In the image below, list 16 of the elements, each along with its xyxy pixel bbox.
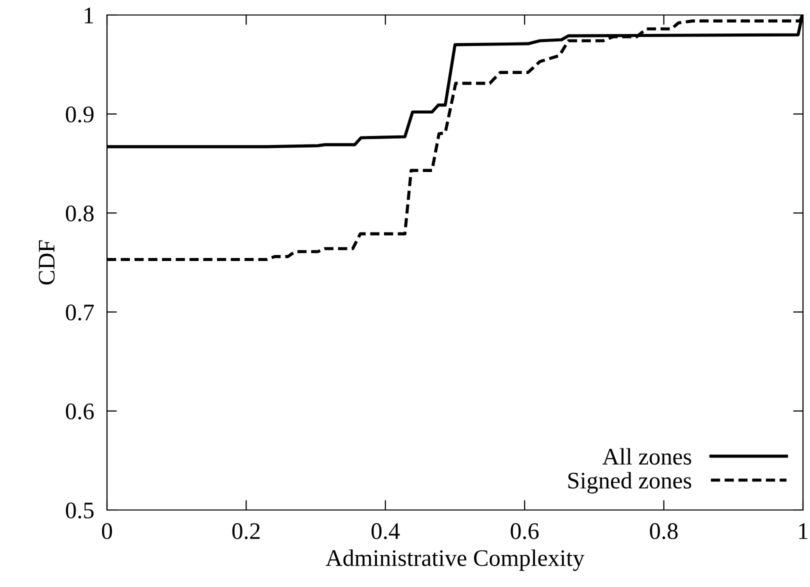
legend-label: All zones [602,448,692,465]
x-tick-label: 0.2 [232,523,260,540]
x-axis-title: Administrative Complexity [326,549,584,571]
y-axis-title: CDF [38,240,55,284]
y-tick-label: 0.8 [66,205,94,222]
x-tick-label: 0.8 [650,523,678,540]
y-tick-label: 0.6 [66,403,94,420]
y-tick-label: 0.7 [66,304,94,321]
x-tick-label: 0.4 [372,523,400,540]
x-tick-label: 0.6 [510,523,539,540]
y-tick-label: 0.9 [66,106,94,123]
y-tick-label: 1 [84,8,94,24]
x-tick-label: 1 [799,523,808,539]
legend-label: Signed zones [568,472,692,494]
y-tick-label: 0.5 [66,502,94,519]
x-tick-label: 0 [102,523,112,540]
